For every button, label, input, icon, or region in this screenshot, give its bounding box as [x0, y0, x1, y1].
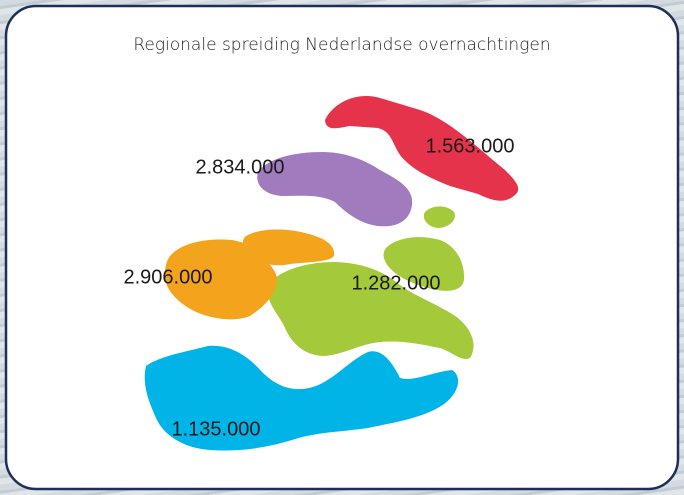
region: [423, 206, 455, 228]
region: [257, 152, 413, 227]
region: [144, 345, 459, 451]
region-label: 2.906.000: [124, 266, 213, 288]
region: [164, 239, 277, 320]
region-label: 1.135.000: [172, 418, 261, 440]
region: [242, 229, 335, 266]
region-label: 2.834.000: [196, 156, 285, 178]
region: [325, 96, 519, 201]
map-title: Regionale spreiding Nederlandse overnach…: [133, 35, 550, 55]
region-label: 1.563.000: [426, 135, 515, 157]
region-label: 1.282.000: [352, 272, 441, 294]
region: [267, 262, 474, 359]
map: [144, 96, 519, 451]
region: [383, 237, 465, 291]
